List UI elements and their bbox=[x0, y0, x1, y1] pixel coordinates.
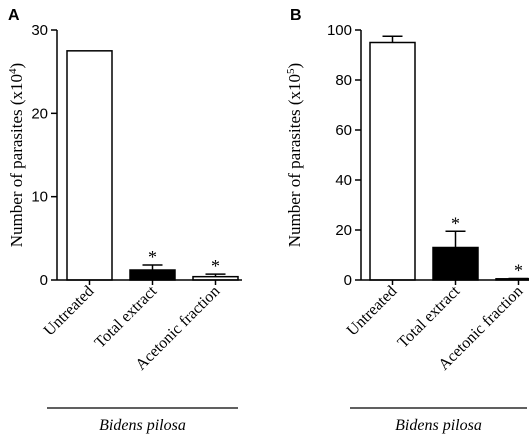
bar-1 bbox=[66, 50, 113, 281]
x-tick-label: Total extract bbox=[92, 282, 161, 351]
group-label: Bidens pilosa bbox=[99, 417, 186, 434]
y-axis-title-close: ) bbox=[7, 63, 26, 69]
significance-marker-3: * bbox=[211, 256, 220, 276]
y-tick-label: 100 bbox=[327, 22, 352, 39]
y-tick-label: 0 bbox=[40, 272, 48, 289]
group-label: Bidens pilosa bbox=[395, 417, 482, 434]
y-tick-label: 20 bbox=[31, 105, 48, 122]
y-tick-label: 80 bbox=[335, 72, 352, 89]
y-axis-title: Number of parasites (x105) bbox=[285, 63, 304, 247]
panel-label: B bbox=[290, 7, 302, 24]
significance-marker-2: * bbox=[148, 247, 157, 267]
chart-panel-a: A 0 10 20 30 Number of parasites (x104) Untrea… bbox=[7, 7, 242, 434]
bar-2 bbox=[432, 246, 479, 281]
y-axis-title-exponent: 5 bbox=[285, 68, 297, 74]
y-tick-label: 60 bbox=[335, 122, 352, 139]
y-axis-title-main: Number of parasites (x10 bbox=[285, 74, 304, 247]
y-tick-label: 30 bbox=[31, 22, 48, 39]
y-axis-title-main: Number of parasites (x10 bbox=[7, 74, 26, 247]
y-tick-label: 20 bbox=[335, 222, 352, 239]
x-tick-label: Untreated bbox=[41, 283, 98, 340]
y-axis-title: Number of parasites (x104) bbox=[7, 63, 26, 247]
panel-label: A bbox=[8, 7, 20, 24]
significance-marker-3: * bbox=[514, 261, 523, 281]
x-tick-label: Total extract bbox=[395, 282, 464, 351]
y-axis-title-exponent: 4 bbox=[7, 68, 19, 74]
x-tick-label: Untreated bbox=[344, 283, 401, 340]
y-axis-title-close: ) bbox=[285, 63, 304, 69]
bar-2 bbox=[129, 269, 176, 281]
y-tick-label: 10 bbox=[31, 189, 48, 206]
significance-marker-2: * bbox=[451, 213, 460, 233]
y-tick-label: 0 bbox=[344, 272, 352, 289]
bar-1 bbox=[369, 41, 416, 281]
chart-panel-b: B 0 20 40 60 80 100 Number of parasites (x105) U… bbox=[285, 7, 529, 434]
y-tick-label: 40 bbox=[335, 172, 352, 189]
